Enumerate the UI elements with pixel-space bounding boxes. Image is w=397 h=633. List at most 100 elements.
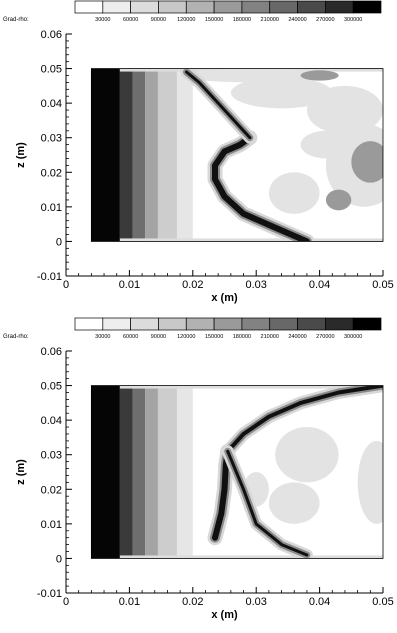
legend: Grad-rho: 30000 60000 90000 120000 150000 1800… bbox=[3, 317, 382, 340]
legend-swatch bbox=[297, 0, 326, 14]
contour-panel-bottom: Grad-rho: 30000 60000 90000 120000 150000 1800… bbox=[0, 317, 397, 633]
contour-field bbox=[91, 385, 384, 559]
turbulent-core bbox=[325, 189, 352, 211]
legend-swatch bbox=[185, 0, 215, 14]
legend-title: Grad-rho: bbox=[3, 334, 29, 340]
contour-svg: Grad-rho: 30000 60000 90000 120000 150000 1800… bbox=[3, 317, 394, 621]
gradient-band bbox=[119, 385, 133, 559]
gradient-band bbox=[132, 68, 146, 242]
legend-swatch bbox=[325, 0, 354, 14]
y-tick-label: 0.03 bbox=[41, 450, 62, 462]
gradient-band bbox=[91, 385, 120, 559]
gradient-band bbox=[157, 385, 177, 559]
turbulent-patch bbox=[230, 77, 333, 109]
contour-panel-top: Grad-rho: 30000 60000 90000 120000 150000 1800… bbox=[0, 0, 397, 316]
turbulent-patch bbox=[275, 427, 339, 483]
x-tick-label: 0.03 bbox=[245, 596, 266, 608]
y-tick-label: 0.02 bbox=[41, 484, 62, 496]
y-tick-label: 0.05 bbox=[41, 64, 62, 76]
gradient-band bbox=[176, 68, 193, 242]
turbulent-patch bbox=[180, 68, 333, 83]
x-tick-label: 0.02 bbox=[182, 596, 203, 608]
y-tick-label: 0.05 bbox=[41, 381, 62, 393]
legend: Grad-rho: 30000 60000 90000 120000 150000 1800… bbox=[3, 0, 382, 23]
domain-outline bbox=[90, 385, 384, 559]
legend-label: 300000 bbox=[344, 334, 362, 340]
y-tick-label: 0.06 bbox=[41, 29, 62, 41]
legend-label: 30000 bbox=[95, 334, 110, 340]
turbulent-patch bbox=[300, 130, 352, 159]
secondary-front bbox=[185, 70, 252, 140]
legend-label: 120000 bbox=[177, 17, 195, 23]
contour-svg: Grad-rho: 30000 60000 90000 120000 150000 1800… bbox=[3, 0, 394, 304]
gradient-band bbox=[132, 385, 146, 559]
legend-swatch bbox=[352, 317, 382, 331]
legend-label: 30000 bbox=[95, 17, 110, 23]
legend-label: 180000 bbox=[233, 17, 251, 23]
x-axis-title: x (m) bbox=[211, 292, 238, 304]
turbulent-patch bbox=[268, 172, 320, 214]
x-axis-title: x (m) bbox=[211, 609, 238, 621]
gradient-band bbox=[145, 68, 158, 242]
y-tick-label: 0.04 bbox=[41, 415, 62, 427]
legend-label: 210000 bbox=[261, 334, 279, 340]
legend-swatch bbox=[297, 317, 326, 331]
legend-swatch bbox=[130, 317, 159, 331]
legend-swatch bbox=[102, 317, 131, 331]
legend-label: 60000 bbox=[123, 17, 138, 23]
gradient-band bbox=[157, 68, 177, 242]
wall-layer-top bbox=[119, 385, 383, 389]
y-tick-label: 0.01 bbox=[41, 202, 62, 214]
legend-swatch bbox=[352, 0, 382, 14]
turbulent-core bbox=[351, 141, 384, 183]
y-tick-label: 0.06 bbox=[41, 346, 62, 358]
y-tick-label: -0.01 bbox=[37, 588, 62, 600]
contour-field bbox=[91, 68, 384, 242]
x-tick-label: 0.05 bbox=[372, 279, 393, 291]
legend-label: 60000 bbox=[123, 334, 138, 340]
legend-label: 240000 bbox=[288, 17, 306, 23]
x-tick-label: 0.04 bbox=[309, 279, 330, 291]
legend-label: 210000 bbox=[261, 17, 279, 23]
legend-label: 270000 bbox=[316, 17, 334, 23]
legend-swatch bbox=[185, 317, 215, 331]
legend-swatch bbox=[269, 317, 298, 331]
legend-label: 90000 bbox=[151, 334, 166, 340]
legend-title: Grad-rho: bbox=[3, 17, 29, 23]
gradient-band bbox=[145, 385, 158, 559]
legend-swatch bbox=[213, 0, 243, 14]
legend-swatch bbox=[158, 0, 187, 14]
legend-swatch bbox=[74, 0, 104, 14]
y-tick-label: 0.03 bbox=[41, 133, 62, 145]
legend-label: 180000 bbox=[233, 334, 251, 340]
legend-label: 150000 bbox=[205, 17, 223, 23]
y-tick-label: 0.02 bbox=[41, 167, 62, 179]
x-tick-label: 0 bbox=[63, 596, 69, 608]
y-axis-title: z (m) bbox=[15, 459, 27, 485]
legend-swatch bbox=[269, 0, 298, 14]
y-tick-label: 0.04 bbox=[41, 98, 62, 110]
y-tick-label: -0.01 bbox=[37, 271, 62, 283]
y-tick-label: 0.01 bbox=[41, 519, 62, 531]
wall-layer-bottom bbox=[119, 238, 383, 242]
gradient-band bbox=[176, 385, 193, 559]
gradient-band bbox=[91, 68, 120, 242]
legend-swatch bbox=[74, 317, 104, 331]
legend-swatch bbox=[241, 0, 271, 14]
turbulent-patch bbox=[268, 482, 320, 524]
legend-label: 150000 bbox=[205, 334, 223, 340]
x-tick-label: 0.02 bbox=[182, 279, 203, 291]
turbulent-patch bbox=[357, 440, 384, 524]
legend-swatch bbox=[158, 317, 187, 331]
x-tick-label: 0.04 bbox=[309, 596, 330, 608]
legend-label: 300000 bbox=[344, 17, 362, 23]
shock-front bbox=[212, 134, 310, 242]
gradient-band bbox=[119, 68, 133, 242]
legend-label: 90000 bbox=[151, 17, 166, 23]
legend-swatch bbox=[325, 317, 354, 331]
y-tick-label: 0 bbox=[56, 236, 62, 248]
x-tick-label: 0.05 bbox=[372, 596, 393, 608]
x-tick-label: 0.03 bbox=[245, 279, 266, 291]
turbulent-core bbox=[300, 70, 339, 81]
legend-swatch bbox=[213, 317, 243, 331]
